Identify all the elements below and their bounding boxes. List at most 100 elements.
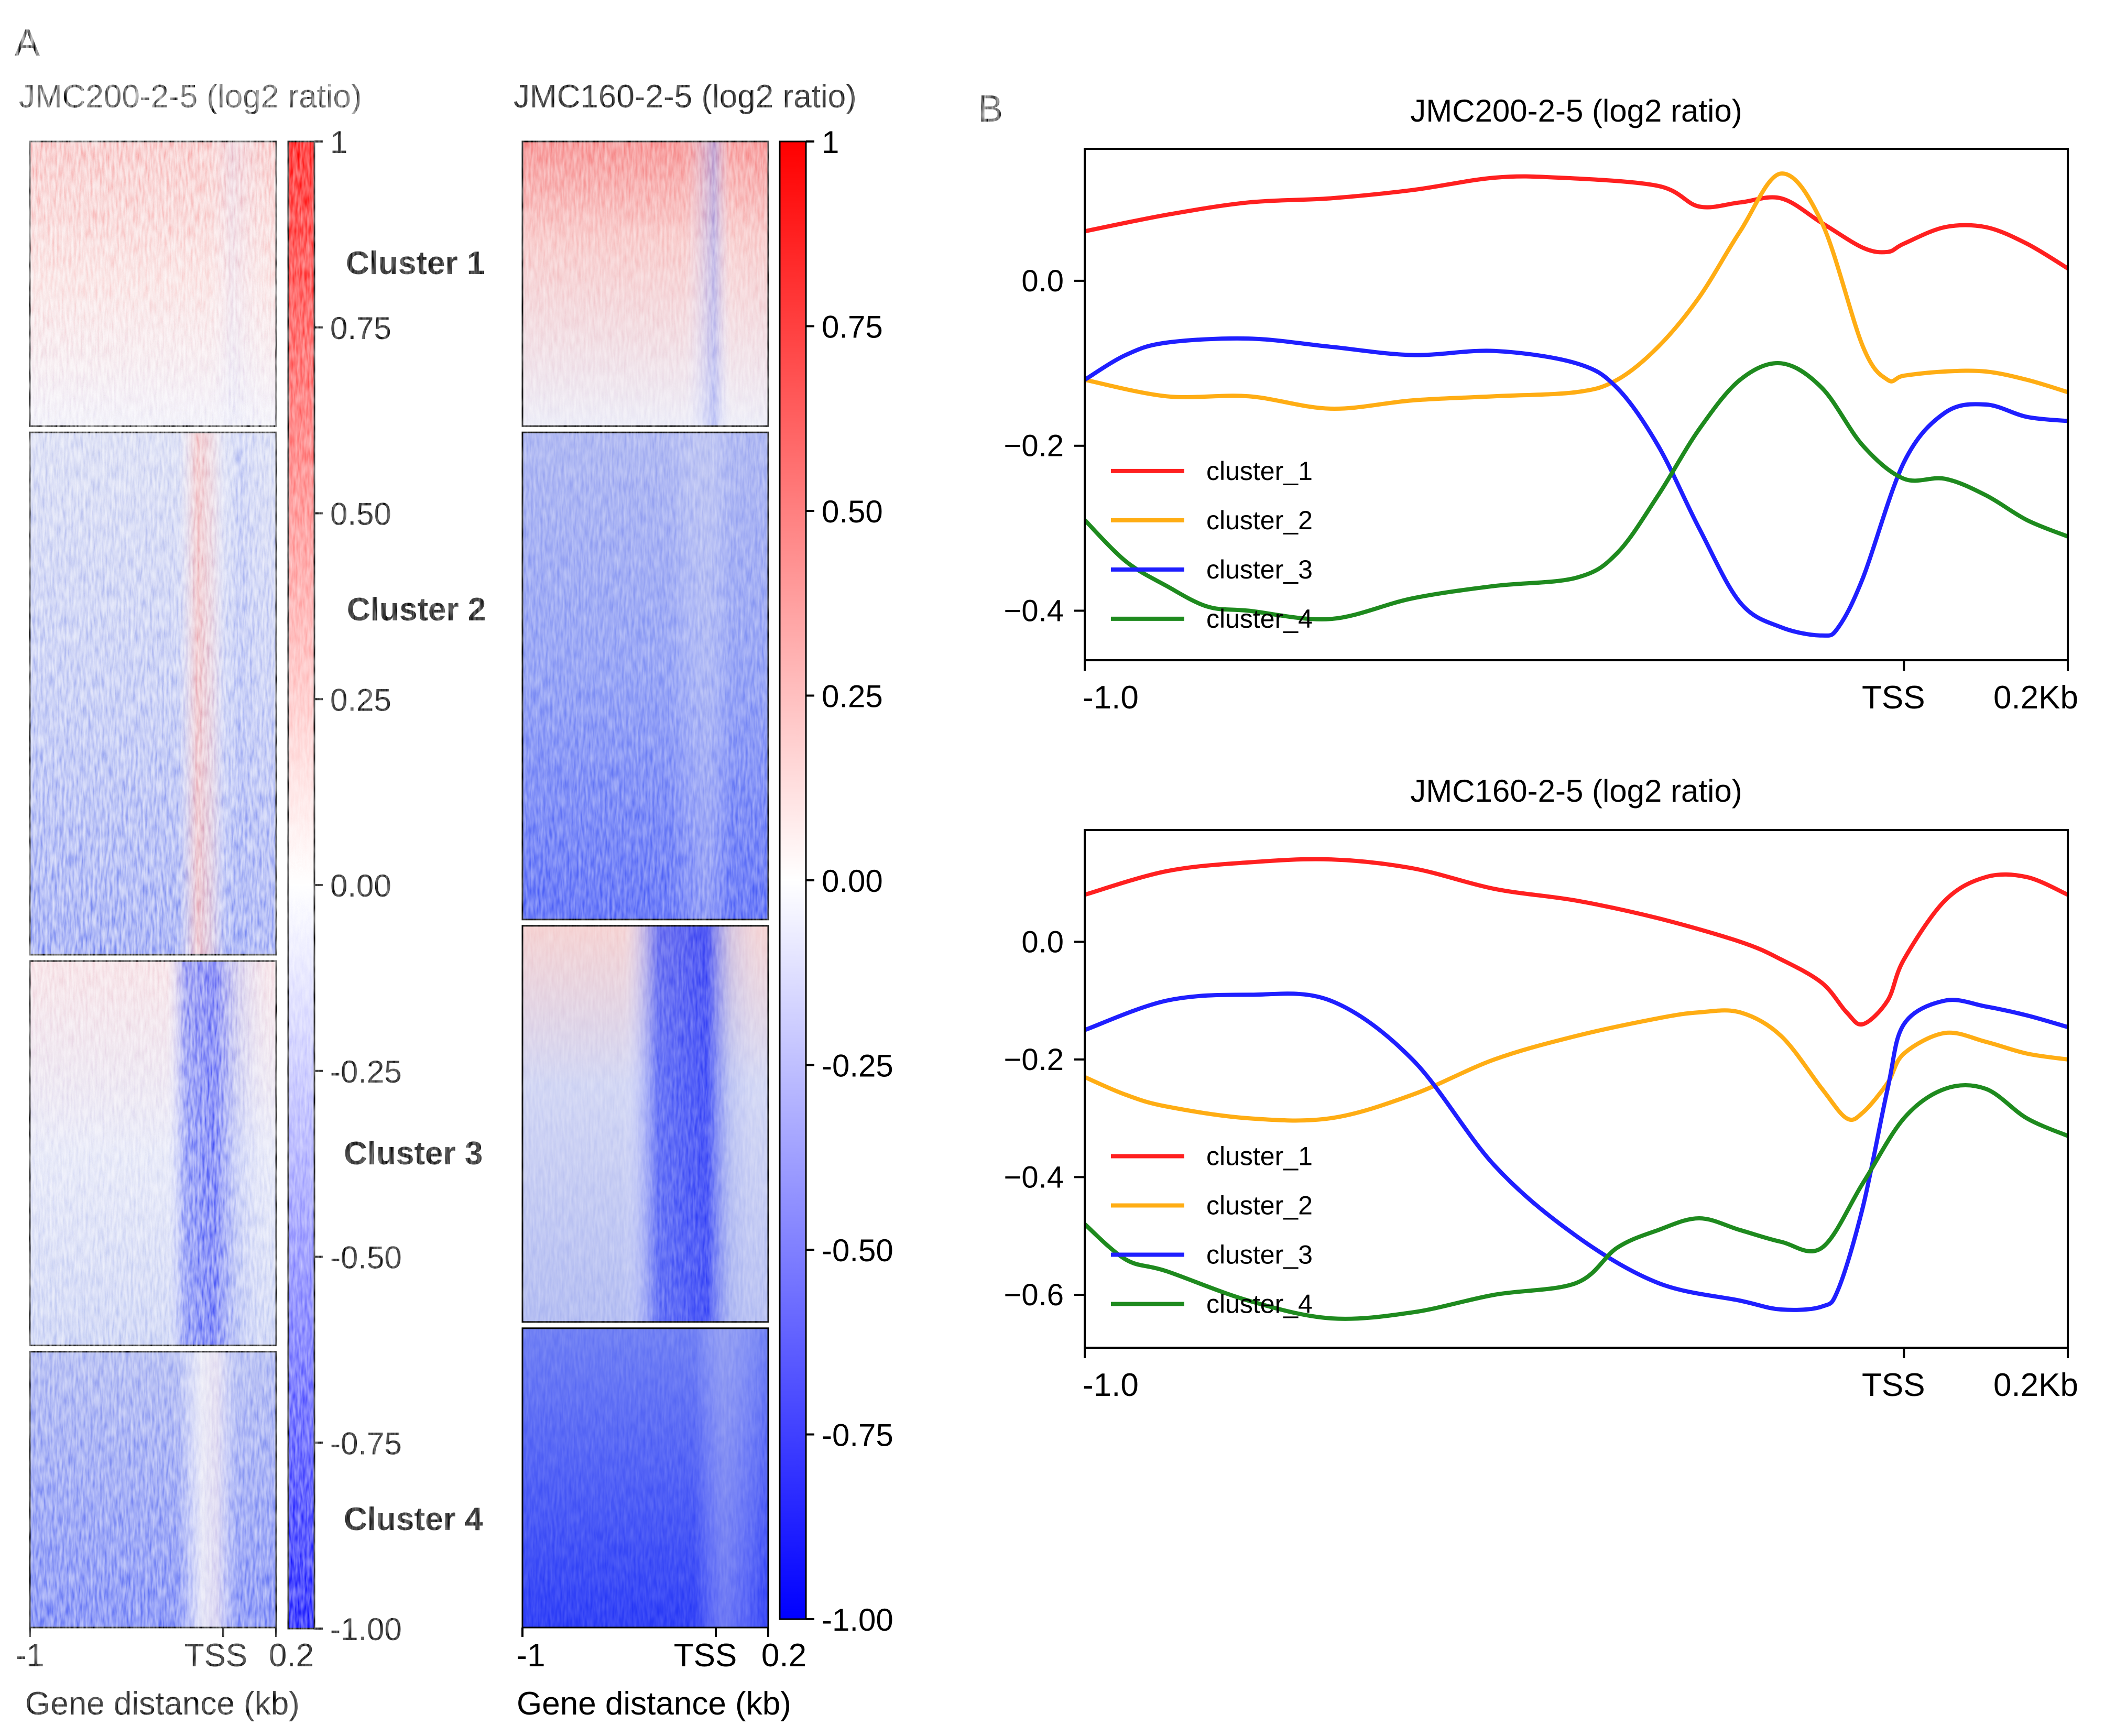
b2-ytick-label: −0.4 [1004,1160,1064,1194]
colorbar-jmc200-ticks: 1 0.75 0.50 0.25 0.00 -0.25 -0.50 -0.75 -1.00 [314,125,402,1647]
heatmap-jmc160-xtick-tss: TSS [674,1637,737,1674]
hm2-blocks-cluster-4-border [521,1327,769,1629]
b1-line-cluster-2 [1085,171,2068,411]
hm1-blocks-cluster-3 [29,960,277,1347]
heatmap-jmc200-xtick-start: -1 [15,1637,44,1674]
hm2-blocks-cluster-1 [521,140,769,427]
cbar1-ticks-label: 0.00 [330,868,391,903]
hm1-blocks-cluster-2-texture [30,432,276,955]
heatmap-jmc160-xlabel: Gene distance (kb) [517,1686,791,1722]
heatmap-jmc160: JMC160-2-5 (log2 ratio) -1 TSS 0.2 Gene … [514,79,893,1722]
b1-legend-label: cluster_1 [1206,456,1313,486]
b1-xtick-label: 0.2Kb [1993,680,2078,716]
b1-legend-label: cluster_3 [1206,555,1313,584]
hm1-blocks-cluster-1-texture [30,141,276,427]
cbar1-ticks-label: 0.25 [330,682,391,717]
heatmap-jmc200-blocks [29,140,277,1629]
b1-ytick-label: −0.2 [1004,429,1064,463]
b1-line-cluster-3 [1085,336,2068,638]
b1-xtick-label: TSS [1862,680,1925,716]
cbar1-ticks-label: 1 [330,125,347,160]
cbar2-ticks-label: 0.00 [822,864,883,899]
cbar1-ticks-label: -1.00 [330,1612,402,1647]
b2-xtick-label: -1.0 [1083,1367,1139,1403]
heatmap-jmc160-xtick-end: 0.2 [761,1637,806,1674]
b2-line-cluster-4 [1085,1083,2068,1321]
lineplot-jmc200: JMC200-2-5 (log2 ratio) 0.0 −0.2 −0.4 -1.0… [1004,93,2079,716]
b2-line-cluster-1 [1085,857,2068,1027]
panel-label-b: B [978,88,1003,130]
b1-legend-label: cluster_2 [1206,506,1313,535]
b1-line-cluster-4 [1085,361,2068,621]
cbar1-ticks-label: -0.25 [330,1054,402,1089]
cluster-label-4: Cluster 4 [344,1501,483,1537]
heatmap-jmc200-xtick-tss: TSS [184,1637,248,1674]
b2-legend-label: cluster_1 [1206,1141,1313,1171]
lineplot-jmc200-y-axis: 0.0 −0.2 −0.4 [1004,264,1085,628]
b2-line-cluster-2 [1085,1008,2068,1123]
b2-ytick-label: −0.6 [1004,1278,1064,1312]
heatmap-jmc200-xlabel: Gene distance (kb) [25,1686,300,1722]
heatmap-jmc200-x-axis: -1 TSS 0.2 Gene distance (kb) [15,1628,314,1722]
cbar1-ticks-label: -0.75 [330,1426,402,1461]
hm2-blocks-cluster-4-texture [522,1328,768,1628]
lineplot-jmc160-frame [1084,829,2069,1349]
b1-xtick-label: -1.0 [1083,680,1139,716]
cbar1-ticks-label: -0.50 [330,1240,402,1275]
hm1-blocks-cluster-3-texture [30,961,276,1346]
b2-legend-label: cluster_3 [1206,1240,1313,1269]
hm2-blocks-cluster-3-border [521,925,769,1323]
heatmap-jmc200-xtick-end: 0.2 [269,1637,314,1674]
heatmap-jmc160-xtick-start: -1 [516,1637,545,1674]
cluster-label-2: Cluster 2 [347,592,486,628]
lineplot-jmc200-series [1085,171,2068,638]
heatmap-jmc160-blocks [521,140,769,1629]
lineplot-jmc200-legend: cluster_1 cluster_2 cluster_3 cluster_4 [1111,456,1313,634]
lineplot-jmc200-title: JMC200-2-5 (log2 ratio) [1410,93,1742,128]
heatmap-jmc160-title: JMC160-2-5 (log2 ratio) [514,79,857,115]
hm1-blocks-cluster-2 [29,431,277,956]
hm2-blocks-cluster-2-texture [522,432,768,920]
cbar2-ticks-label: -0.50 [822,1233,893,1268]
colorbar-jmc200-gradient [287,140,315,1630]
lineplot-jmc200-frame [1084,148,2069,661]
heatmap-jmc200: JMC200-2-5 (log2 ratio) -1 TSS 0.2 Gene … [15,79,486,1722]
b2-xtick-label: TSS [1862,1367,1925,1403]
hm1-blocks-cluster-4-border [29,1351,277,1629]
hm1-blocks-cluster-4 [29,1351,277,1629]
hm2-blocks-cluster-4 [521,1327,769,1629]
b2-ytick-label: 0.0 [1021,925,1064,959]
lineplot-jmc160: JMC160-2-5 (log2 ratio) 0.0−0.2−0.4−0.6 … [1004,773,2079,1403]
heatmap-jmc200-cluster-labels: Cluster 1 Cluster 2 Cluster 3 Cluster 4 [344,245,486,1537]
cbar2-ticks-label: 0.25 [822,679,883,714]
colorbar-jmc160-gradient [779,140,807,1620]
b1-ytick-label: −0.4 [1004,594,1064,628]
b2-xtick-label: 0.2Kb [1993,1367,2078,1403]
heatmap-jmc200-title: JMC200-2-5 (log2 ratio) [19,79,362,115]
b1-legend-label: cluster_4 [1206,604,1313,634]
b1-line-cluster-1 [1085,174,2068,270]
cbar1-ticks-label: 0.50 [330,497,391,532]
lineplot-jmc160-legend: cluster_1 cluster_2 cluster_3 cluster_4 [1111,1141,1313,1318]
hm1-blocks-cluster-3-border [29,960,277,1347]
lineplot-jmc160-title: JMC160-2-5 (log2 ratio) [1410,773,1742,809]
hm1-blocks-cluster-1 [29,140,277,427]
colorbar-jmc160: 1 0.75 0.50 0.25 0.00 -0.25 -0.50 -0.75 -1.00 [779,125,893,1637]
cbar2-ticks-label: -0.75 [822,1418,893,1453]
hm2-blocks-cluster-1-texture [522,141,768,427]
b2-ytick-label: −0.2 [1004,1043,1064,1077]
colorbar-jmc200: 1 0.75 0.50 0.25 0.00 -0.25 -0.50 -0.75 -1.00 [287,125,402,1647]
lineplot-jmc160-y-axis: 0.0 −0.2 −0.4 −0.6 [1004,925,1085,1312]
b2-legend-label: cluster_4 [1206,1289,1313,1318]
cbar2-ticks-label: -1.00 [822,1602,893,1637]
cbar1-ticks-label: 0.75 [330,311,391,346]
b2-legend-label: cluster_2 [1206,1191,1313,1220]
lineplot-jmc160-x-axis: -1.0 TSS 0.2Kb [1083,1348,2078,1403]
hm1-blocks-cluster-1-border [29,140,277,427]
cbar2-ticks-label: -0.25 [822,1049,893,1084]
cbar2-ticks-label: 0.75 [822,310,883,345]
cbar2-ticks-label: 1 [822,125,839,160]
hm2-blocks-cluster-3 [521,925,769,1323]
hm2-blocks-cluster-3-texture [522,925,768,1322]
